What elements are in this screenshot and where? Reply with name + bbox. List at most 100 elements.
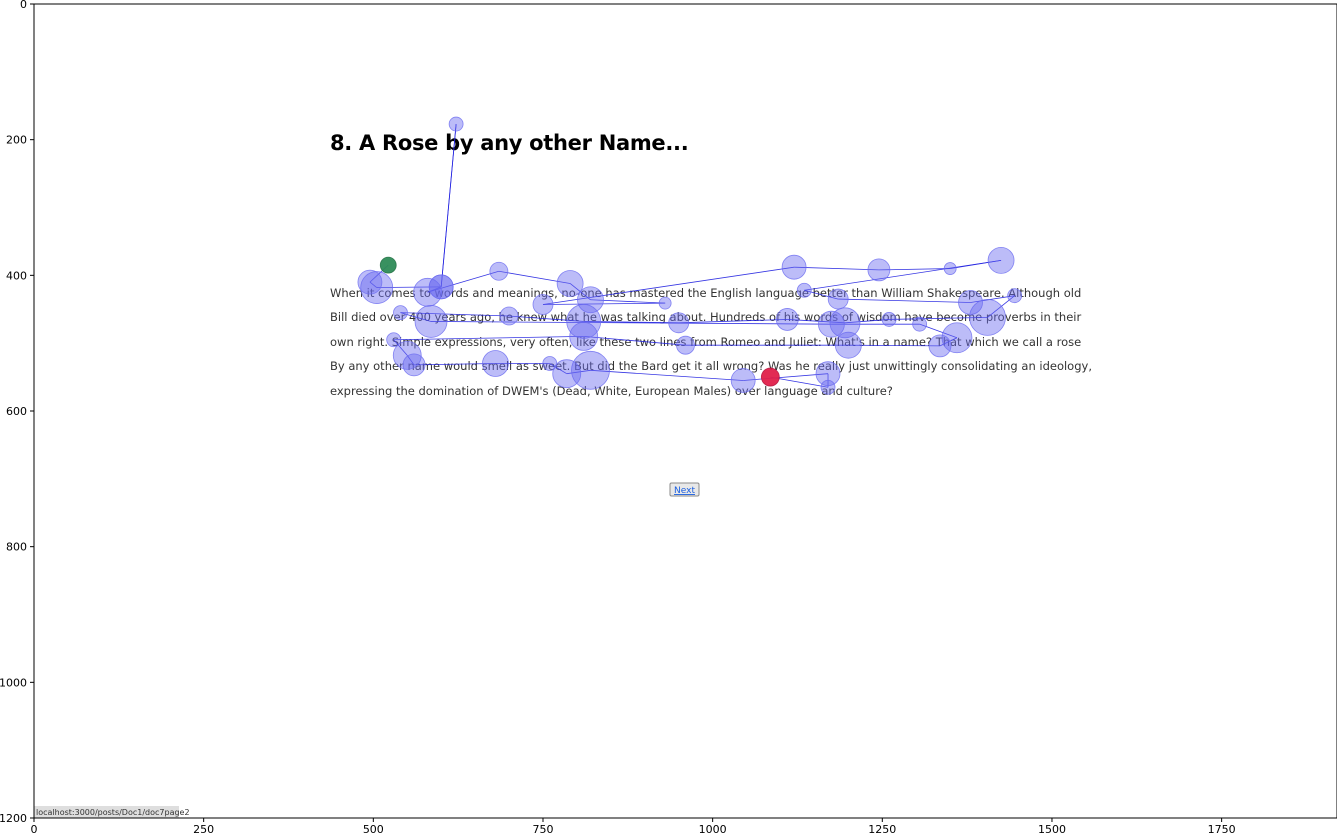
scanpath-segment (939, 337, 958, 347)
fixation-point (958, 290, 983, 315)
fixation-point (928, 334, 952, 358)
fixation-point (818, 310, 845, 338)
fixation-point (1007, 288, 1023, 304)
status-bar-background (34, 806, 179, 818)
scanpath-segment (970, 295, 1015, 303)
scanpath-segment (509, 315, 584, 322)
fixation-point (658, 296, 672, 310)
scanpath-segment (431, 321, 832, 325)
scanpath-segment (889, 316, 988, 320)
paragraph-line-1: When it comes to words and meanings, no-… (330, 286, 1081, 300)
scanpath-segment (743, 373, 829, 381)
scanpath-lines (369, 124, 1015, 388)
scanpath-segment (678, 319, 788, 324)
scanpath-segment (804, 289, 839, 300)
scanpath-segment (919, 323, 958, 339)
fixation-point (413, 277, 443, 307)
fixation-point (532, 294, 554, 315)
scanpath-segment (590, 299, 666, 304)
paragraph-line-4: By any other name would smell as sweet. … (330, 359, 1092, 373)
fixation-point (668, 312, 690, 334)
x-tick-label: 1000 (699, 823, 727, 836)
y-tick-label: 800 (6, 541, 27, 554)
fixation-point (827, 288, 849, 310)
fixation-point (414, 305, 448, 338)
x-tick-label: 500 (363, 823, 384, 836)
scanpath-segment (369, 281, 377, 288)
scanpath-segment (770, 376, 829, 388)
fixation-start-point (379, 256, 397, 274)
status-url: localhost:3000/posts/Doc1/doc7page2 (36, 808, 190, 817)
scanpath-segment (393, 335, 584, 341)
fixation-point (829, 307, 861, 339)
scanpath-segment (987, 295, 1015, 318)
fixation-point (881, 312, 897, 327)
fixation-point (392, 340, 422, 370)
fixation-point (820, 379, 836, 395)
scanpath-segment (376, 286, 442, 288)
status-bar: localhost:3000/posts/Doc1/doc7page2 (34, 806, 190, 818)
fixation-point (360, 271, 394, 304)
next-button-label[interactable]: Next (674, 486, 695, 496)
fixation-point (815, 361, 841, 387)
fixation-point (571, 350, 610, 390)
scanpath-segment (498, 270, 571, 284)
fixation-point (569, 321, 599, 351)
next-button[interactable]: Next (669, 482, 700, 497)
y-tick-label: 1000 (0, 676, 27, 689)
fixation-point (552, 359, 582, 389)
y-tick-label: 1200 (0, 812, 27, 825)
fixation-point (796, 282, 812, 298)
fixation-point (781, 254, 807, 280)
fixation-point (969, 298, 1006, 336)
scanpath-segment (549, 363, 567, 375)
fixation-point (499, 306, 519, 326)
x-tick-label: 1250 (868, 823, 896, 836)
scanpath-segment (542, 266, 795, 305)
plot-frame (33, 3, 1337, 819)
fixation-point (867, 258, 891, 282)
x-tick-label: 750 (532, 823, 553, 836)
scanpath-segment (590, 369, 744, 381)
fixation-end-point (760, 367, 780, 387)
fixation-point (730, 368, 756, 393)
y-tick-label: 600 (6, 405, 27, 418)
scanpath-segment (440, 124, 457, 287)
fixation-point (482, 350, 509, 377)
fixation-point (577, 286, 604, 314)
scanpath-segment (848, 344, 940, 347)
scanpath-segment (878, 268, 951, 271)
scanpath-segment (393, 339, 408, 356)
fixation-point (676, 335, 695, 355)
scanpath-segment (542, 302, 666, 305)
fixation-point (402, 353, 426, 377)
page-title: 8. A Rose by any other Name... (330, 131, 688, 155)
x-tick-label: 1750 (1208, 823, 1236, 836)
scanpath-segment (794, 266, 879, 271)
paragraph-line-5: expressing the domination of DWEM's (Dea… (330, 384, 893, 398)
scanpath-segment (583, 321, 679, 324)
scanpath-segment (406, 355, 415, 366)
scanpath-segment (583, 335, 686, 346)
fixation-point (943, 262, 957, 275)
fixation-point (566, 304, 602, 339)
fixation-point (941, 322, 973, 354)
fixation-point (393, 305, 408, 321)
next-button-frame[interactable] (669, 482, 700, 497)
scanpath-segment (804, 260, 1002, 291)
fixation-point (834, 331, 862, 359)
scanpath-segment (787, 319, 846, 324)
fixation-points (357, 116, 1023, 395)
scanpath-segment (414, 363, 496, 366)
x-tick-label: 250 (193, 823, 214, 836)
scanpath-segment (427, 270, 499, 293)
page-content-layer: 8. A Rose by any other Name... When it c… (34, 131, 1092, 818)
y-tick-label: 200 (6, 134, 27, 147)
y-tick-label: 400 (6, 269, 27, 282)
fixation-point (987, 247, 1015, 274)
fixation-point (386, 332, 402, 348)
fixation-point (489, 261, 509, 281)
fixation-point (448, 116, 464, 132)
